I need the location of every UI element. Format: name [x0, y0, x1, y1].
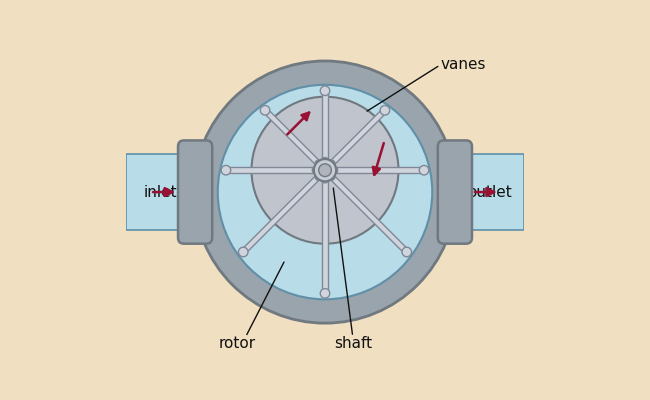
Circle shape — [330, 166, 338, 174]
Circle shape — [315, 172, 323, 180]
Circle shape — [320, 86, 330, 96]
FancyBboxPatch shape — [178, 140, 212, 244]
Circle shape — [312, 166, 320, 174]
Circle shape — [402, 247, 411, 257]
Circle shape — [260, 106, 270, 115]
Text: outlet: outlet — [467, 184, 512, 200]
Circle shape — [327, 160, 335, 168]
Polygon shape — [241, 174, 321, 254]
Circle shape — [314, 159, 336, 181]
Circle shape — [327, 172, 335, 180]
Circle shape — [321, 175, 329, 183]
Circle shape — [320, 288, 330, 298]
Circle shape — [318, 164, 332, 176]
Circle shape — [380, 106, 390, 115]
Polygon shape — [333, 168, 424, 173]
Circle shape — [315, 160, 323, 168]
Text: rotor: rotor — [219, 336, 256, 350]
Circle shape — [321, 158, 329, 166]
Polygon shape — [322, 91, 328, 162]
Text: inlet: inlet — [144, 184, 177, 200]
Circle shape — [419, 166, 429, 175]
Circle shape — [239, 247, 248, 257]
FancyBboxPatch shape — [438, 140, 472, 244]
Polygon shape — [226, 168, 317, 173]
Polygon shape — [329, 174, 409, 254]
Polygon shape — [322, 179, 328, 293]
Circle shape — [194, 61, 456, 323]
Text: shaft: shaft — [333, 336, 372, 350]
Circle shape — [252, 97, 398, 244]
Text: vanes: vanes — [440, 58, 486, 72]
Circle shape — [218, 85, 432, 299]
Bar — [126, 154, 524, 230]
Circle shape — [221, 166, 231, 175]
Polygon shape — [329, 108, 387, 166]
Polygon shape — [263, 108, 321, 166]
